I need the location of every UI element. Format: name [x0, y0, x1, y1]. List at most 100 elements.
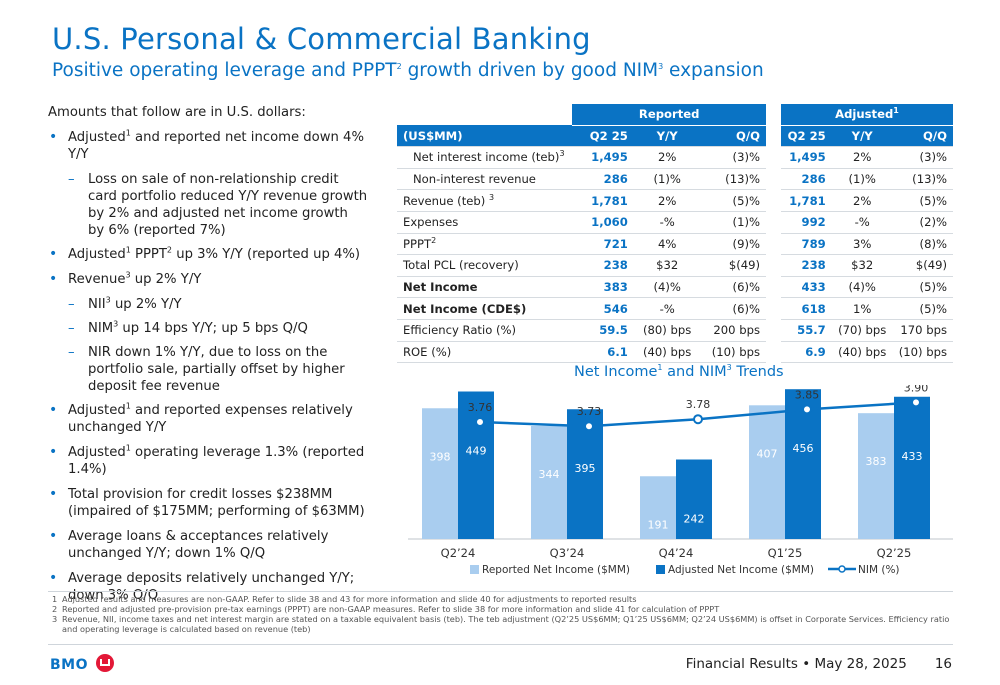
- footer: Financial Results • May 28, 2025 16: [686, 656, 952, 672]
- qoq-value: (2)%: [892, 211, 953, 234]
- nim-point: [911, 397, 921, 408]
- col-header: Y/Y: [633, 125, 701, 148]
- row-label: Net interest income (teb)3: [397, 146, 573, 169]
- adjusted-bar: [894, 396, 930, 539]
- footnote: 3 Revenue, NII, income taxes and net inte…: [52, 614, 950, 634]
- adjusted-data-label: 449: [466, 445, 487, 458]
- yoy-value: 3%: [831, 233, 893, 256]
- qoq-value: (10) bps: [700, 341, 766, 364]
- row-label: Expenses: [397, 211, 573, 234]
- table-row: ROE (%) 6.1 (40) bps (10) bps: [397, 341, 766, 364]
- legend-marker-nim: [838, 565, 846, 573]
- footer-text: Financial Results • May 28, 2025: [685, 656, 907, 672]
- q2-25-value: 433: [781, 276, 832, 299]
- table-row: Revenue (teb) 3 1,781 2% (5)%: [397, 189, 766, 212]
- yoy-value: (4)%: [633, 276, 701, 299]
- row-label: Net Income (CDE$): [397, 297, 573, 320]
- q2-25-value: 1,495: [781, 146, 832, 169]
- adjusted-bar: [785, 389, 821, 539]
- table-row: Expenses 1,060 -% (1)%: [397, 211, 766, 234]
- col-header: Q2 25: [572, 125, 634, 148]
- qoq-value: $(49): [700, 254, 766, 277]
- q2-25-value: 6.9: [781, 341, 832, 364]
- reported-bar: [531, 425, 567, 539]
- qoq-value: (13)%: [892, 168, 953, 191]
- x-tick-label: Q4’24: [659, 546, 694, 560]
- row-label: Net Income: [397, 276, 573, 299]
- yoy-value: (70) bps: [831, 319, 893, 342]
- nim-data-label: 3.78: [686, 398, 711, 411]
- yoy-value: (80) bps: [633, 319, 701, 342]
- divider: [48, 591, 953, 592]
- reported-bar: [640, 476, 676, 539]
- intro-text: Amounts that follow are in U.S. dollars:: [48, 105, 306, 120]
- nim-data-label: 3.85: [795, 388, 820, 401]
- reported-bar: [422, 408, 458, 539]
- adjusted-data-label: 395: [575, 462, 596, 475]
- q2-25-value: 992: [781, 211, 832, 234]
- table-row: Net Income 383 (4)% (6)%: [397, 276, 766, 299]
- yoy-value: -%: [831, 211, 893, 234]
- adjusted-header: Adjusted1: [781, 104, 953, 126]
- qoq-value: (3)%: [892, 146, 953, 169]
- legend-label-reported: Reported Net Income ($MM): [482, 564, 630, 576]
- q2-25-value: 6.1: [572, 341, 634, 364]
- chart-title: Net Income1 and NIM3 Trends: [574, 363, 784, 380]
- qoq-value: (5)%: [700, 189, 766, 212]
- col-header: Q2 25: [781, 125, 832, 148]
- nim-point: [802, 404, 812, 415]
- bullet-net-income: Adjusted1 and reported net income down 4…: [48, 129, 368, 163]
- adjusted-bar: [567, 409, 603, 539]
- q2-25-value: 1,495: [572, 146, 634, 169]
- table-row: Net Income (CDE$) 546 -% (6)%: [397, 297, 766, 320]
- yoy-value: 4%: [633, 233, 701, 256]
- table-row: 1,781 2% (5)%: [781, 189, 953, 212]
- x-tick-label: Q2’24: [441, 546, 476, 560]
- yoy-value: (1)%: [633, 168, 701, 191]
- reported-bar: [749, 405, 785, 539]
- yoy-value: -%: [633, 211, 701, 234]
- q2-25-value: 286: [572, 168, 634, 191]
- table-row: 6.9 (40) bps (10) bps: [781, 341, 953, 364]
- qoq-value: (8)%: [892, 233, 953, 256]
- table-row: 286 (1)% (13)%: [781, 168, 953, 191]
- x-tick-label: Q1’25: [768, 546, 803, 560]
- yoy-value: 1%: [831, 297, 893, 320]
- reported-data-label: 383: [866, 455, 887, 468]
- bullet-expenses: Adjusted1 and reported expenses relative…: [48, 402, 368, 436]
- q2-25-value: 59.5: [572, 319, 634, 342]
- col-header: Y/Y: [831, 125, 893, 148]
- q2-25-value: 789: [781, 233, 832, 256]
- reported-bar: [858, 413, 894, 539]
- nim-data-label: 3.73: [577, 405, 602, 418]
- legend-swatch-reported: [470, 565, 479, 574]
- bullet-operating-leverage: Adjusted1 operating leverage 1.3% (repor…: [48, 444, 368, 478]
- qoq-value: (3)%: [700, 146, 766, 169]
- q2-25-value: 238: [572, 254, 634, 277]
- qoq-value: (10) bps: [892, 341, 953, 364]
- qoq-value: (13)%: [700, 168, 766, 191]
- footnotes: 1 Adjusted results and measures are non-G…: [52, 594, 952, 634]
- qoq-value: (6)%: [700, 276, 766, 299]
- reported-data-label: 398: [430, 450, 451, 463]
- bullet-loans: Average loans & acceptances relatively u…: [48, 528, 368, 562]
- bmo-logo: BMO: [50, 657, 89, 673]
- reported-data-label: 407: [757, 447, 778, 460]
- table-row: 238 $32 $(49): [781, 254, 953, 277]
- x-tick-label: Q2’25: [877, 546, 912, 560]
- yoy-value: (40) bps: [633, 341, 701, 364]
- row-label: Revenue (teb) 3: [397, 189, 573, 212]
- commentary-panel: Amounts that follow are in U.S. dollars:…: [48, 104, 368, 612]
- bullet-pppt: Adjusted1 PPPT2 up 3% Y/Y (reported up 4…: [48, 246, 368, 263]
- yoy-value: 2%: [633, 146, 701, 169]
- adjusted-data-label: 456: [793, 442, 814, 455]
- table-row: Non-interest revenue 286 (1)% (13)%: [397, 168, 766, 191]
- net-income-nim-chart: 398 449 Q2’24 344 395 Q3’24 191 242 Q4’24 407 456 Q…: [408, 385, 953, 576]
- qoq-value: 170 bps: [892, 319, 953, 342]
- reported-table: Reported (US$MM) Q2 25 Y/Y Q/Q Net inter…: [397, 104, 766, 364]
- qoq-value: 200 bps: [700, 319, 766, 342]
- row-label: PPPT2: [397, 233, 573, 256]
- sub-bullet-nim: NIM3 up 14 bps Y/Y; up 5 bps Q/Q: [48, 320, 368, 337]
- reported-data-label: 191: [648, 518, 669, 531]
- yoy-value: $32: [633, 254, 701, 277]
